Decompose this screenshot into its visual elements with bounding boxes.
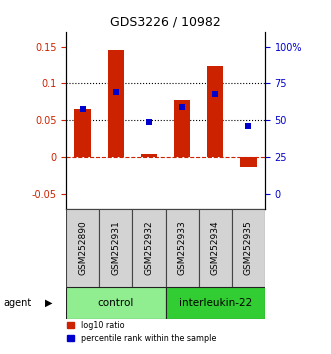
Point xyxy=(179,104,185,110)
Point xyxy=(213,91,218,97)
Text: GSM252890: GSM252890 xyxy=(78,221,87,275)
Text: GSM252932: GSM252932 xyxy=(144,221,154,275)
Bar xyxy=(166,287,265,319)
Bar xyxy=(66,287,166,319)
Bar xyxy=(232,209,265,287)
Bar xyxy=(166,209,199,287)
Bar xyxy=(66,209,99,287)
Legend: log10 ratio, percentile rank within the sample: log10 ratio, percentile rank within the … xyxy=(64,318,219,347)
Text: control: control xyxy=(98,298,134,308)
Text: GSM252931: GSM252931 xyxy=(111,221,120,275)
Text: interleukin-22: interleukin-22 xyxy=(178,298,252,308)
Bar xyxy=(207,66,223,157)
Text: ▶: ▶ xyxy=(45,298,52,308)
Point xyxy=(113,90,118,95)
Bar xyxy=(74,109,91,157)
Bar xyxy=(99,209,132,287)
Bar xyxy=(108,50,124,157)
Point xyxy=(246,123,251,129)
Point xyxy=(80,107,85,112)
Text: GDS3226 / 10982: GDS3226 / 10982 xyxy=(110,16,221,29)
Text: GSM252933: GSM252933 xyxy=(177,221,187,275)
Text: agent: agent xyxy=(3,298,31,308)
Bar xyxy=(240,157,257,167)
Bar xyxy=(199,209,232,287)
Point xyxy=(146,119,152,125)
Bar xyxy=(174,100,190,157)
Text: GSM252934: GSM252934 xyxy=(211,221,220,275)
Bar xyxy=(141,154,157,157)
Text: GSM252935: GSM252935 xyxy=(244,221,253,275)
Bar xyxy=(132,209,166,287)
